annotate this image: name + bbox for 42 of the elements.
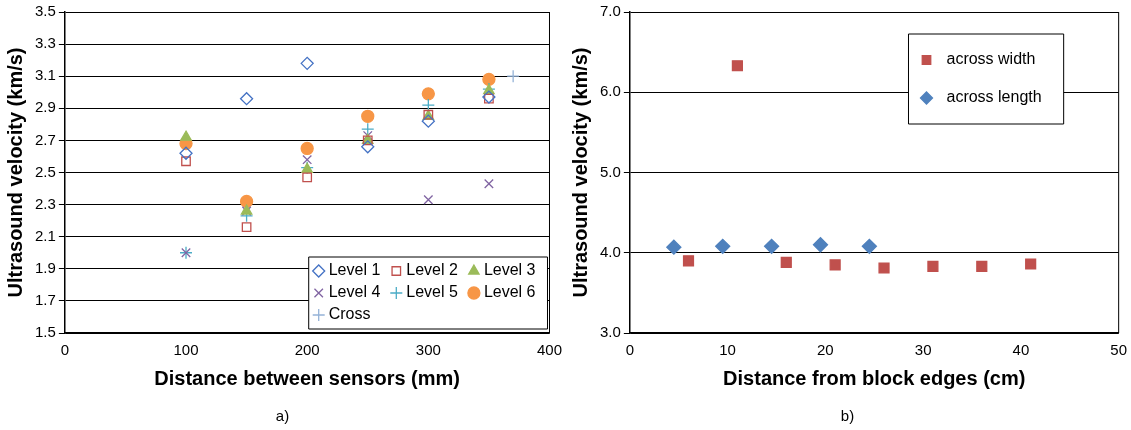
y-axis-title: Ultrasound velocity (km/s) <box>568 47 591 298</box>
legend-label: Level 4 <box>328 283 381 301</box>
y-tick-label: 3.1 <box>34 66 56 84</box>
x-tick-label: 10 <box>719 341 736 359</box>
legend-label: Level 6 <box>483 283 536 301</box>
y-tick-label: 5.0 <box>599 162 621 180</box>
y-tick-label: 1.7 <box>34 291 56 309</box>
y-axis-title: Ultrasound velocity (km/s) <box>3 47 26 298</box>
legend-label: Level 5 <box>406 283 458 301</box>
text: a) <box>274 407 291 424</box>
x-tick-label: 200 <box>294 341 320 359</box>
y-tick-label: 1.5 <box>34 323 56 341</box>
text: b) <box>839 407 856 424</box>
y-tick-label: 2.7 <box>34 130 56 148</box>
x-tick-label: 0 <box>625 341 635 359</box>
y-tick-label: 3.3 <box>34 34 56 52</box>
x-axis-title: Distance between sensors (mm) <box>154 366 460 389</box>
y-tick-label: 4.0 <box>599 242 621 260</box>
y-tick-label: 2.1 <box>34 226 56 244</box>
legend-label: across length <box>946 88 1042 106</box>
y-tick-label: 3.5 <box>34 2 56 20</box>
legend-label: across width <box>946 50 1036 68</box>
x-tick-label: 50 <box>1110 341 1127 359</box>
y-tick-label: 1.9 <box>34 258 56 276</box>
y-tick-label: 3.0 <box>599 323 621 341</box>
legend-label: Level 2 <box>406 261 458 279</box>
x-tick-label: 400 <box>536 341 562 359</box>
legend-label: Cross <box>328 305 371 323</box>
legend-label: Level 1 <box>328 261 381 279</box>
x-tick-label: 300 <box>415 341 441 359</box>
x-axis-title: Distance from block edges (cm) <box>723 366 1026 389</box>
legend-label: Level 3 <box>483 261 536 279</box>
x-tick-label: 30 <box>914 341 932 359</box>
y-tick-label: 2.3 <box>34 194 56 212</box>
x-tick-label: 20 <box>817 341 834 359</box>
x-tick-label: 40 <box>1012 341 1030 359</box>
y-tick-label: 6.0 <box>599 82 621 100</box>
y-tick-label: 7.0 <box>599 2 621 20</box>
x-tick-label: 0 <box>60 341 70 359</box>
y-tick-label: 2.9 <box>34 98 56 116</box>
y-tick-label: 2.5 <box>34 162 56 180</box>
x-tick-label: 100 <box>173 341 199 359</box>
